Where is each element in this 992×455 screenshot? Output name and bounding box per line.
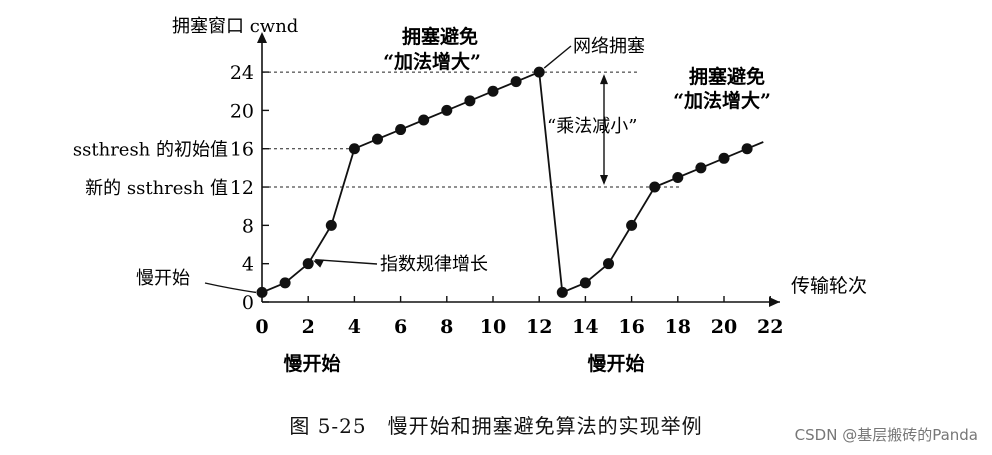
x-axis-arrow (769, 297, 780, 307)
y-tick-label: 16 (230, 139, 254, 161)
x-tick-label: 8 (440, 316, 453, 338)
data-point (626, 219, 638, 231)
slow-start-pointer (204, 282, 257, 294)
data-point (418, 114, 430, 126)
exponential-growth-pointer (315, 258, 378, 265)
data-point (533, 66, 545, 78)
y-tick-label: 24 (230, 62, 254, 84)
x-axis-title: 传输轮次 (791, 275, 867, 297)
x-tick-label: 14 (572, 316, 598, 338)
exponential-growth-arrowhead (313, 259, 325, 268)
data-point (695, 162, 707, 174)
data-point (579, 277, 591, 289)
congestion-avoidance-2-title: 拥塞避免 (689, 65, 765, 88)
data-point (464, 95, 476, 107)
data-point (441, 104, 453, 116)
data-point (325, 219, 337, 231)
x-tick-label: 6 (394, 316, 407, 338)
x-tick-label: 18 (665, 316, 691, 338)
slow-start-label: 慢开始 (136, 268, 190, 289)
x-tick-label: 0 (255, 316, 268, 338)
data-point (718, 152, 730, 164)
congestion-avoidance-1-subtitle: “加法增大” (383, 50, 481, 73)
data-point (348, 143, 360, 155)
slow-start-bottom-2: 慢开始 (587, 352, 644, 375)
x-tick-label: 22 (757, 316, 783, 338)
y-tick-label: 4 (242, 254, 254, 276)
axes (257, 32, 780, 307)
x-tick-label: 10 (480, 316, 506, 338)
exponential-growth-label: 指数规律增长 (380, 254, 488, 275)
level-label-12: 新的 ssthresh 值 (85, 178, 228, 199)
series-points (256, 66, 753, 298)
y-tick-label: 12 (230, 177, 254, 199)
data-point (649, 181, 661, 193)
congestion-avoidance-2-subtitle: “加法增大” (673, 89, 771, 112)
y-axis-arrow (257, 32, 267, 43)
data-point (603, 258, 614, 270)
x-tick-label: 4 (348, 316, 361, 338)
network-congestion-pointer (543, 45, 572, 69)
watermark: CSDN @基层搬砖的Panda (794, 426, 978, 444)
y-axis-title: 拥塞窗口 cwnd (172, 16, 298, 37)
data-point (302, 258, 314, 270)
data-point (510, 76, 522, 88)
slow-start-bottom-1: 慢开始 (283, 352, 340, 375)
x-tick-label: 20 (711, 316, 737, 338)
multiplicative-decrease-label: “乘法减小” (547, 116, 637, 137)
data-point (395, 124, 407, 136)
data-point (672, 171, 684, 183)
data-point (556, 286, 568, 298)
decrease-arrow-bottom (600, 175, 608, 186)
congestion-avoidance-1-title: 拥塞避免 (402, 25, 478, 48)
network-congestion-label: 网络拥塞 (573, 36, 645, 57)
data-point (372, 133, 383, 145)
y-tick-label: 0 (242, 292, 254, 314)
decrease-arrow-top (600, 74, 608, 85)
x-tick-label: 2 (302, 316, 315, 338)
x-tick-label: 16 (618, 316, 644, 338)
figure-caption: 图 5-25 慢开始和拥塞避免算法的实现举例 (289, 414, 703, 438)
data-point (487, 85, 499, 97)
dashed-level-lines (262, 71, 682, 188)
data-point (256, 286, 268, 298)
data-point (279, 277, 291, 289)
y-tick-label: 8 (242, 215, 254, 237)
level-label-16: ssthresh 的初始值 (73, 140, 228, 161)
data-point (741, 143, 753, 155)
y-tick-label: 20 (230, 100, 254, 122)
x-tick-label: 12 (526, 316, 552, 338)
